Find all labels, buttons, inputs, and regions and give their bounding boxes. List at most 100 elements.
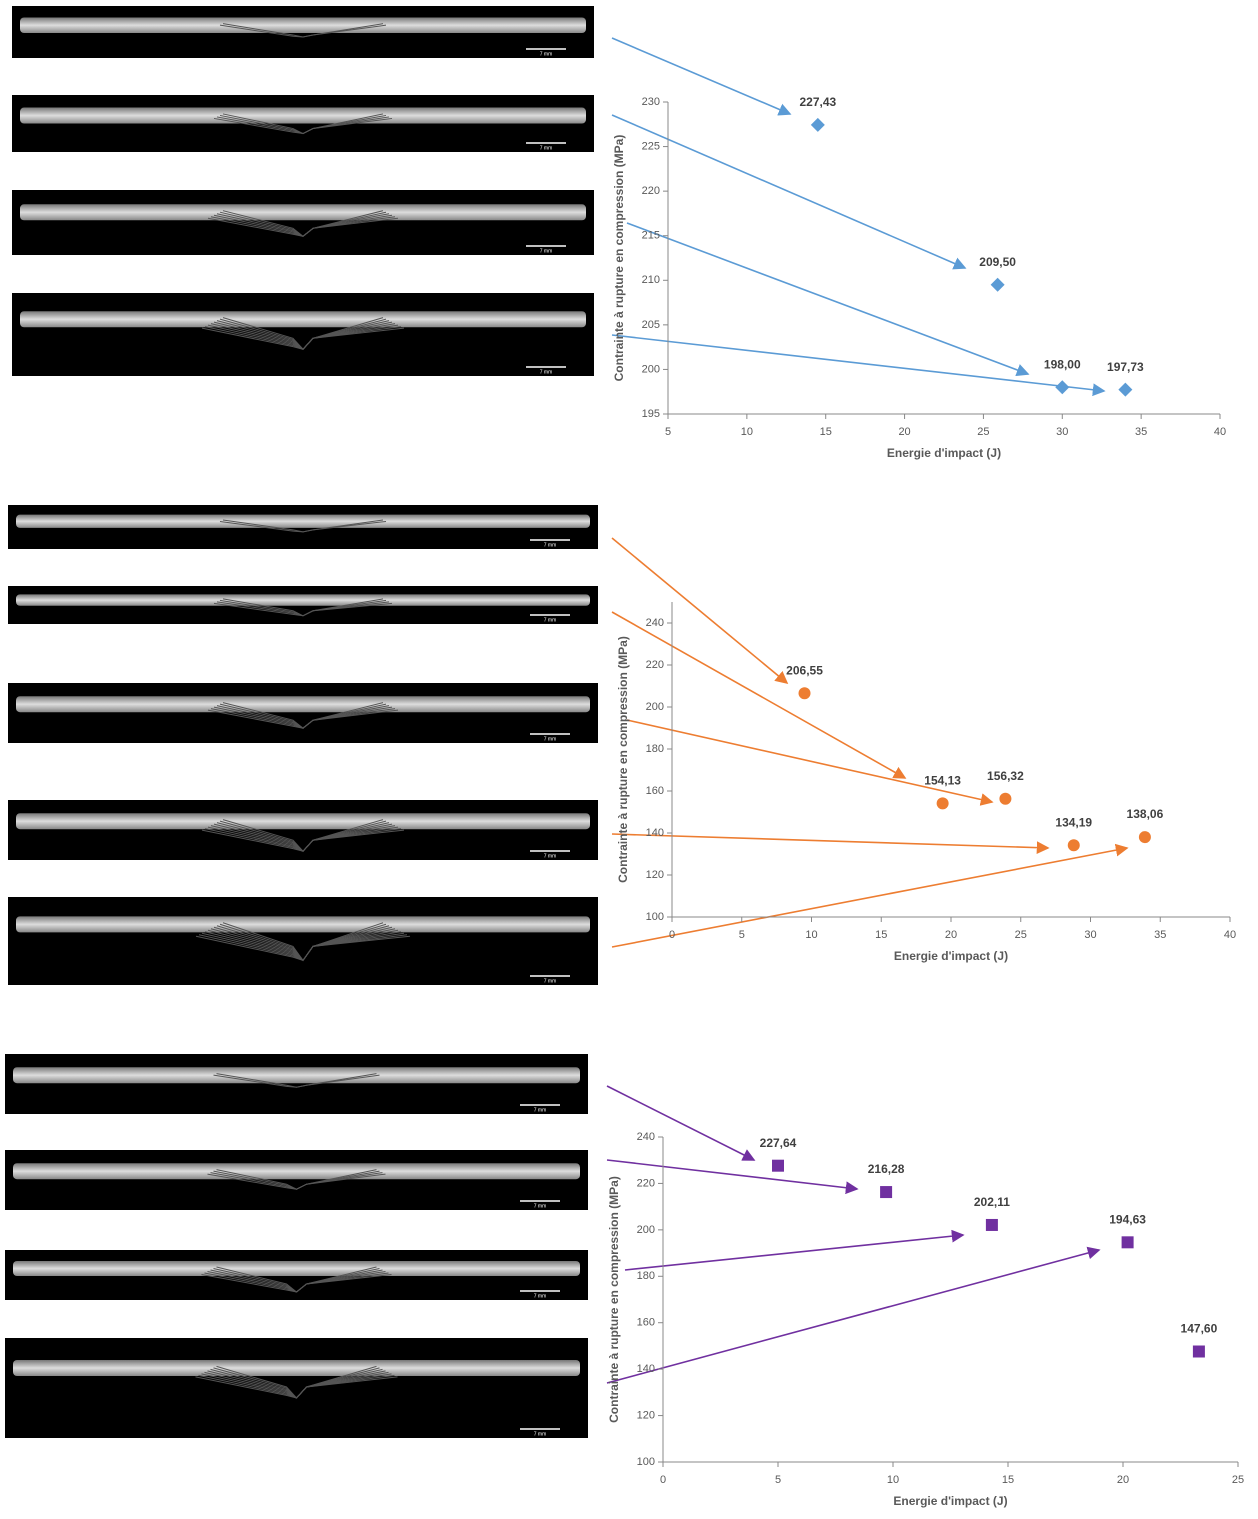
specimen bbox=[13, 1261, 580, 1276]
x-tick-label: 35 bbox=[1154, 929, 1166, 941]
specimen bbox=[20, 107, 586, 124]
x-tick-label: 15 bbox=[875, 929, 887, 941]
arrow bbox=[611, 843, 1129, 948]
point bbox=[880, 1186, 893, 1199]
point bbox=[999, 792, 1012, 805]
crack bbox=[195, 1376, 398, 1399]
arrow bbox=[611, 114, 967, 270]
x-tick-label: 30 bbox=[1056, 426, 1068, 438]
data-label: 206,55 bbox=[786, 663, 823, 677]
arrow bbox=[626, 719, 994, 806]
crack bbox=[207, 217, 399, 237]
y-tick-label: 120 bbox=[637, 1409, 655, 1421]
y-tick-label: 200 bbox=[642, 363, 660, 375]
specimen bbox=[20, 311, 586, 328]
data-label: 202,11 bbox=[974, 1195, 1010, 1209]
scale-bar-label: 7 mm bbox=[534, 1203, 547, 1209]
crack bbox=[195, 935, 411, 961]
specimen bbox=[20, 204, 586, 221]
y-tick-label: 200 bbox=[646, 701, 664, 713]
specimen bbox=[13, 1163, 580, 1180]
x-tick-label: 5 bbox=[739, 929, 745, 941]
scan-background bbox=[12, 293, 594, 376]
y-tick-label: 220 bbox=[642, 185, 660, 197]
arrow bbox=[611, 611, 907, 779]
point bbox=[990, 277, 1005, 292]
scale-bar-label: 7 mm bbox=[544, 617, 557, 623]
x-tick-label: 30 bbox=[1084, 929, 1096, 941]
y-tick-label: 160 bbox=[637, 1317, 655, 1329]
x-tick-label: 10 bbox=[805, 929, 817, 941]
scale-bar-label: 7 mm bbox=[540, 145, 553, 151]
crack bbox=[207, 709, 399, 729]
y-axis-label: Contrainte à rupture en compression (MPa… bbox=[607, 1176, 621, 1423]
data-label: 134,19 bbox=[1055, 815, 1092, 829]
point bbox=[1121, 1236, 1134, 1249]
crack bbox=[213, 117, 393, 135]
specimen bbox=[13, 1067, 580, 1084]
x-tick-label: 15 bbox=[1002, 1474, 1014, 1486]
x-tick-label: 25 bbox=[1015, 929, 1027, 941]
crack bbox=[201, 327, 405, 350]
arrow bbox=[606, 1085, 756, 1161]
data-label: 209,50 bbox=[979, 255, 1016, 269]
point bbox=[985, 1218, 998, 1231]
scale-bar-label: 7 mm bbox=[540, 369, 553, 375]
data-label: 227,64 bbox=[760, 1136, 797, 1150]
specimen bbox=[13, 1360, 580, 1376]
scan-background bbox=[8, 897, 598, 985]
scale-bar-label: 7 mm bbox=[544, 978, 557, 984]
specimen bbox=[16, 813, 590, 830]
y-tick-label: 240 bbox=[637, 1131, 655, 1143]
y-tick-label: 225 bbox=[642, 140, 660, 152]
data-label: 154,13 bbox=[924, 773, 961, 787]
scale-bar-label: 7 mm bbox=[544, 542, 557, 548]
x-axis-label: Energie d'impact (J) bbox=[894, 949, 1008, 963]
x-tick-label: 20 bbox=[898, 426, 910, 438]
scale-bar-label: 7 mm bbox=[540, 51, 553, 57]
scale-bar-label: 7 mm bbox=[534, 1293, 547, 1299]
y-tick-label: 120 bbox=[646, 869, 664, 881]
crack bbox=[213, 602, 393, 617]
scan-background bbox=[12, 190, 594, 255]
data-label: 156,32 bbox=[987, 769, 1024, 783]
scan-background bbox=[8, 800, 598, 860]
y-tick-label: 140 bbox=[637, 1363, 655, 1375]
data-label: 198,00 bbox=[1044, 357, 1081, 371]
arrow bbox=[611, 334, 1106, 397]
x-tick-label: 0 bbox=[669, 929, 675, 941]
arrow bbox=[626, 222, 1030, 377]
point bbox=[936, 797, 949, 810]
data-label: 227,43 bbox=[799, 95, 836, 109]
data-label: 197,73 bbox=[1107, 360, 1144, 374]
y-tick-label: 205 bbox=[642, 319, 660, 331]
data-label: 216,28 bbox=[868, 1162, 905, 1176]
x-tick-label: 35 bbox=[1135, 426, 1147, 438]
x-axis-label: Energie d'impact (J) bbox=[887, 446, 1001, 460]
y-tick-label: 240 bbox=[646, 617, 664, 629]
x-tick-label: 20 bbox=[945, 929, 957, 941]
specimen bbox=[16, 514, 590, 528]
arrows bbox=[606, 37, 1129, 1384]
scale-bar-label: 7 mm bbox=[544, 853, 557, 859]
x-tick-label: 5 bbox=[775, 1474, 781, 1486]
arrow bbox=[611, 537, 789, 685]
scan-background bbox=[8, 683, 598, 743]
arrow bbox=[624, 1229, 965, 1271]
crack bbox=[213, 1074, 380, 1088]
y-tick-label: 160 bbox=[646, 785, 664, 797]
y-tick-label: 180 bbox=[637, 1270, 655, 1282]
scan-background bbox=[5, 1150, 588, 1210]
arrow bbox=[606, 1246, 1101, 1384]
scan-background bbox=[5, 1338, 588, 1438]
x-tick-label: 25 bbox=[1232, 1474, 1244, 1486]
x-tick-label: 5 bbox=[665, 426, 671, 438]
point bbox=[1192, 1345, 1205, 1358]
arrow bbox=[611, 833, 1050, 855]
y-tick-label: 200 bbox=[637, 1224, 655, 1236]
y-tick-label: 100 bbox=[637, 1456, 655, 1468]
point bbox=[1118, 382, 1133, 397]
data-label: 138,06 bbox=[1127, 807, 1164, 821]
x-tick-label: 20 bbox=[1117, 1474, 1129, 1486]
scan-background bbox=[5, 1054, 588, 1114]
